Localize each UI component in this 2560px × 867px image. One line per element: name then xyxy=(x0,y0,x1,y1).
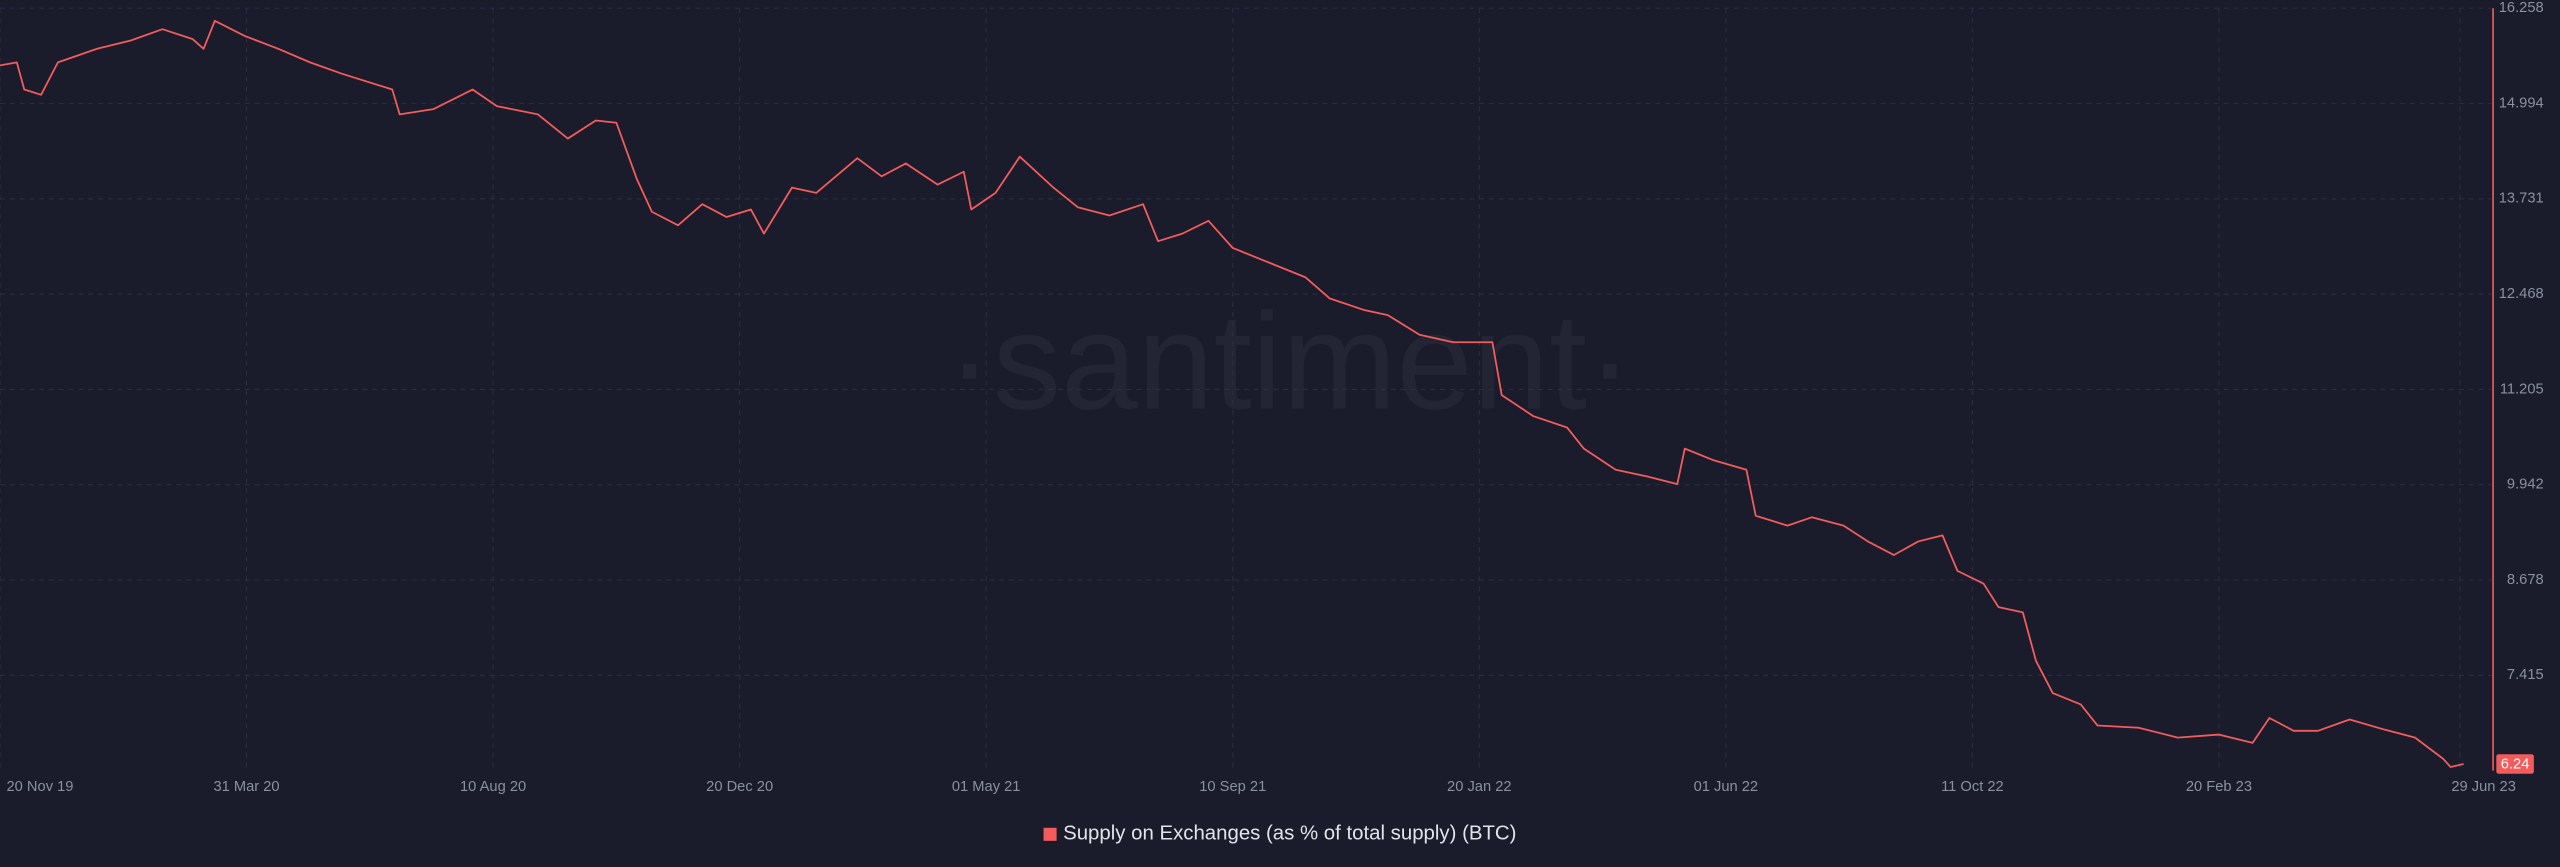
watermark: ·santiment· xyxy=(947,286,1633,439)
y-tick-label: 7.415 xyxy=(2507,667,2544,683)
legend-label: Supply on Exchanges (as % of total suppl… xyxy=(1063,823,1516,845)
x-tick-label: 20 Jan 22 xyxy=(1447,779,1512,795)
y-tick-label: 16.258 xyxy=(2499,0,2544,16)
x-tick-label: 11 Oct 22 xyxy=(1941,779,2004,795)
legend: Supply on Exchanges (as % of total suppl… xyxy=(1043,823,1516,845)
series-line xyxy=(0,19,2464,768)
last-value-badge xyxy=(2496,754,2534,774)
x-tick-label: 31 Mar 20 xyxy=(213,779,279,795)
y-tick-label: 11.205 xyxy=(2500,381,2544,397)
y-tick-label: 13.731 xyxy=(2499,191,2544,207)
legend-swatch xyxy=(1043,827,1057,841)
y-tick-label: 8.678 xyxy=(2507,572,2544,588)
x-tick-label: 20 Feb 23 xyxy=(2186,779,2252,795)
y-tick-label: 9.942 xyxy=(2507,477,2544,493)
x-tick-label: 10 Sep 21 xyxy=(1199,779,1266,795)
x-tick-label: 29 Jun 23 xyxy=(2451,779,2516,795)
y-tick-label: 12.468 xyxy=(2499,286,2544,302)
y-tick-label: 14.994 xyxy=(2499,95,2544,111)
last-value-label: 6.24 xyxy=(2501,757,2530,773)
x-tick-label: 20 Dec 20 xyxy=(706,779,773,795)
x-tick-label: 01 Jun 22 xyxy=(1694,779,1759,795)
x-tick-label: 01 May 21 xyxy=(952,779,1021,795)
x-tick-label: 10 Aug 20 xyxy=(460,779,526,795)
x-tick-label: 20 Nov 19 xyxy=(7,779,74,795)
